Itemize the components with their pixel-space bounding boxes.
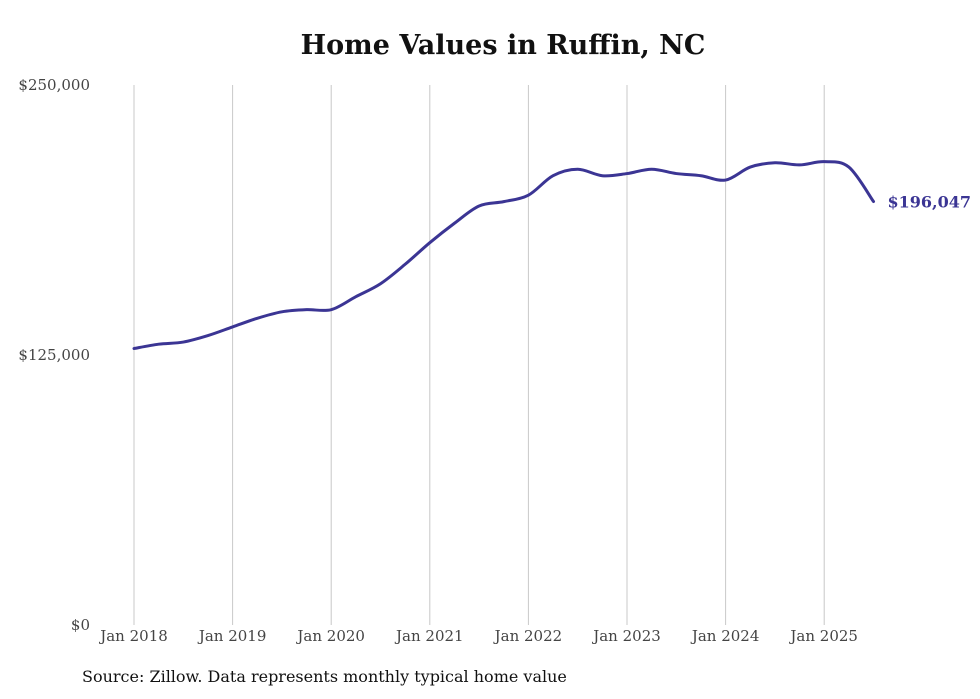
- y-tick-label: $250,000: [18, 76, 90, 94]
- x-tick-label: Jan 2023: [591, 627, 661, 645]
- x-axis: Jan 2018 Jan 2019 Jan 2020 Jan 2021 Jan 2022…: [98, 627, 858, 645]
- x-tick-label: Jan 2024: [690, 627, 760, 645]
- x-tick-label: Jan 2019: [197, 627, 267, 645]
- gridlines: [133, 85, 825, 625]
- y-tick-label: $125,000: [18, 346, 90, 364]
- end-value-label: $196,047: [888, 193, 972, 212]
- x-tick-label: Jan 2018: [98, 627, 168, 645]
- x-tick-label: Jan 2021: [394, 627, 464, 645]
- source-note: Source: Zillow. Data represents monthly …: [82, 667, 567, 686]
- chart-title: Home Values in Ruffin, NC: [300, 30, 706, 61]
- x-tick-label: Jan 2020: [295, 627, 365, 645]
- x-tick-label: Jan 2022: [493, 627, 563, 645]
- y-tick-label: $0: [71, 616, 90, 634]
- series-line: [132, 160, 875, 351]
- y-axis: $0 $125,000 $250,000: [18, 76, 90, 634]
- x-tick-label: Jan 2025: [788, 627, 858, 645]
